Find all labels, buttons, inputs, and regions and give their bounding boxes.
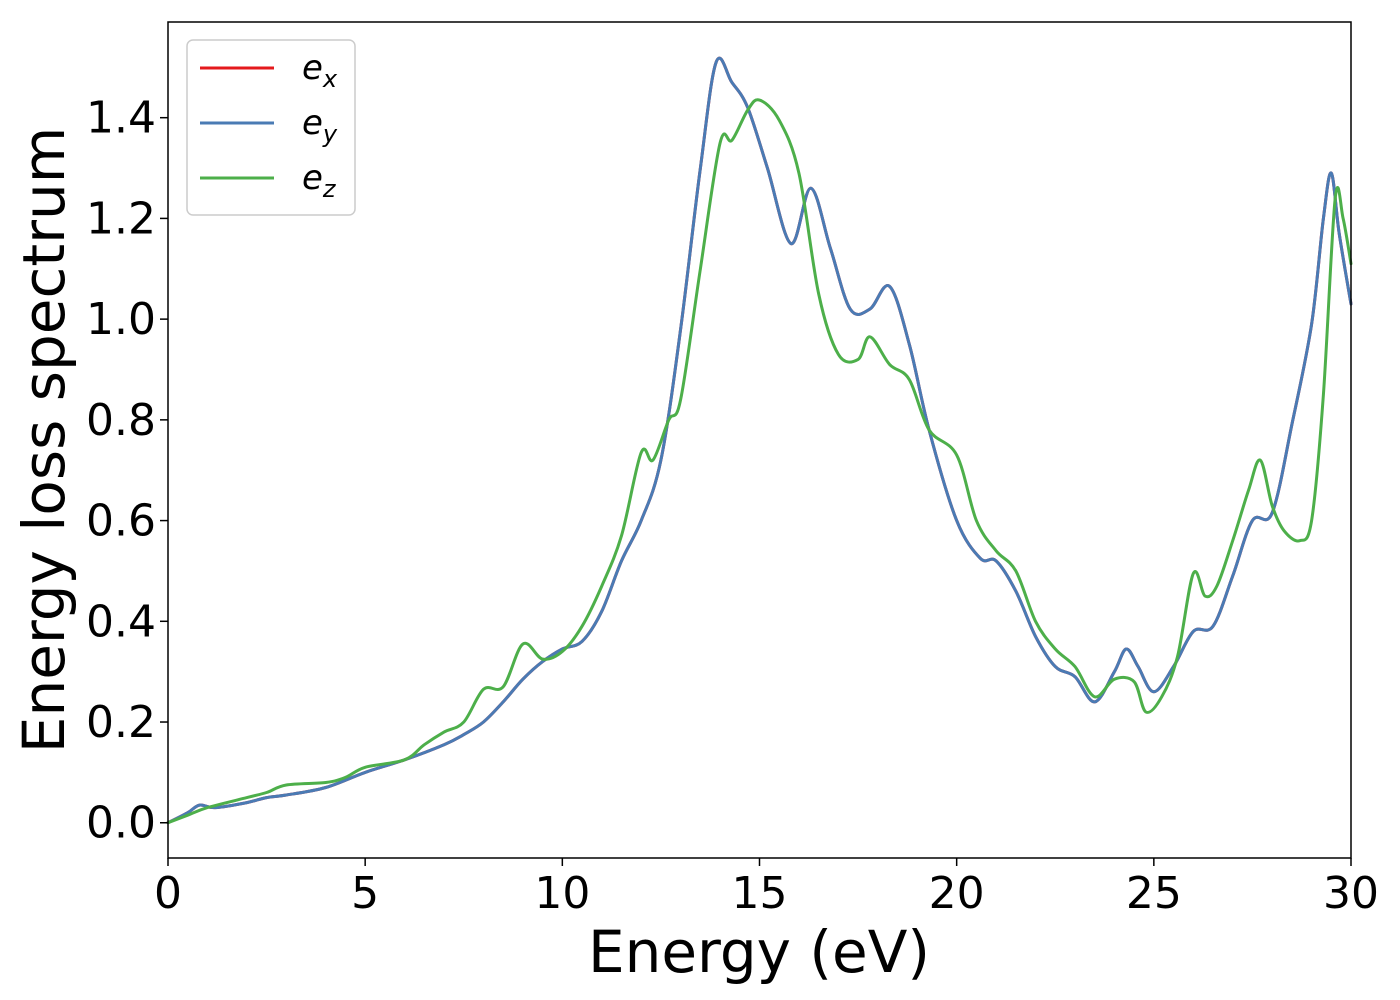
x-axis: 0 5 10 15 20 25 30 [154,858,1379,919]
y-tick-label: 0.8 [86,395,156,446]
x-tick-label: 25 [1126,868,1182,919]
legend-label: ex [302,48,338,93]
legend-item-y: ey [200,103,338,148]
series-line-y [166,56,1353,825]
legend-item-x: ex [200,48,338,93]
y-axis: 0.0 0.2 0.4 0.6 0.8 1.0 1.2 1.4 [86,93,168,849]
plot-background [168,22,1351,858]
y-tick-label: 1.4 [86,93,156,144]
y-tick-label: 1.0 [86,294,156,345]
y-tick-label: 0.6 [86,496,156,547]
x-tick-label: 30 [1323,868,1379,919]
legend-label: ey [302,103,338,148]
series-line-z [166,98,1353,825]
legend: ex ey ez [186,39,356,216]
x-tick-label: 20 [929,868,985,919]
y-tick-label: 1.2 [86,193,156,244]
y-tick-label: 0.0 [86,798,156,849]
x-tick-label: 5 [351,868,379,919]
y-tick-label: 0.2 [86,697,156,748]
legend-label: ez [302,158,337,203]
x-tick-label: 15 [732,868,788,919]
x-axis-label: Energy (eV) [588,918,930,986]
legend-box [186,39,356,216]
y-tick-label: 0.4 [86,596,156,647]
x-tick-label: 0 [154,868,182,919]
series-lines [166,56,1353,825]
legend-item-z: ez [200,158,337,203]
y-axis-label: Energy loss spectrum [10,127,78,753]
x-tick-label: 10 [534,868,590,919]
